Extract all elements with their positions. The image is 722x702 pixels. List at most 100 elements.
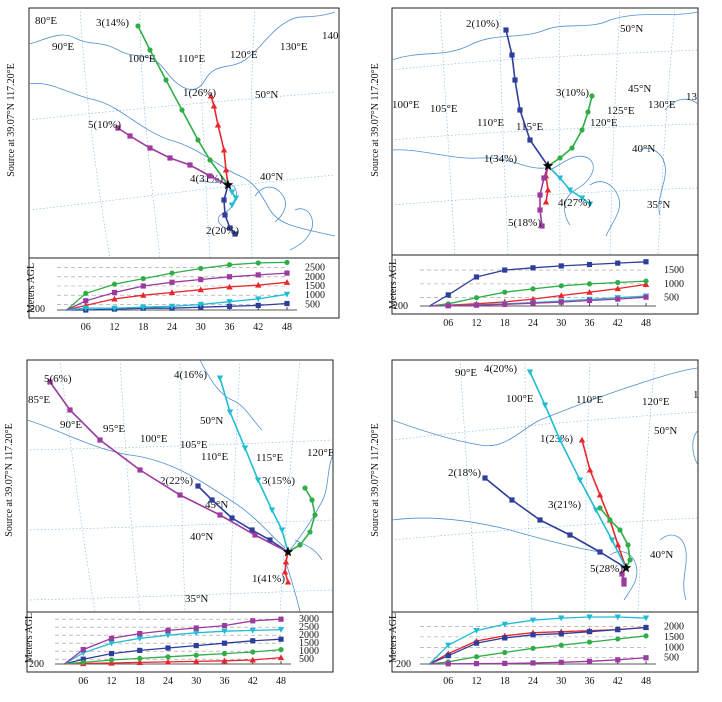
height-marker: [136, 659, 143, 665]
trajectory-marker: [597, 549, 603, 555]
trajectory-marker: [127, 133, 133, 139]
trajectory-marker: [207, 173, 213, 179]
height-marker: [168, 303, 176, 310]
y-axis-label: Meters AGL: [388, 613, 399, 663]
geo-label: 35°N: [647, 199, 670, 211]
trajectory-marker: [539, 223, 545, 229]
geo-label: 100°E: [140, 433, 168, 445]
trajectory-marker: [135, 23, 141, 29]
height-marker: [277, 654, 285, 661]
height-line-4(20%): [428, 616, 647, 665]
height-marker: [221, 623, 228, 629]
height-marker: [193, 630, 200, 636]
x-tick-label: 12: [110, 322, 120, 333]
x-tick-label: 24: [163, 676, 173, 687]
coastline: [549, 155, 594, 226]
height-marker: [530, 660, 536, 666]
trajectory-marker: [67, 407, 73, 413]
x-tick-label: 06: [443, 676, 453, 687]
geo-label: 115°E: [516, 121, 543, 133]
map-frame: [391, 7, 699, 256]
height-marker: [164, 632, 172, 639]
height-marker: [197, 301, 204, 308]
panel-1: 80°E 90°E 100°E 110°E 120°E 130°E 140°E 50°N 40°…: [6, 7, 350, 333]
geo-label: 120°E: [307, 447, 335, 459]
graticule-line: [27, 589, 333, 601]
trajectory-label: 1(41%): [252, 573, 285, 585]
coastline: [254, 186, 286, 223]
height-marker: [501, 621, 508, 628]
height-marker: [643, 655, 649, 661]
y-tick-label: 2000: [664, 621, 684, 632]
x-tick-label: 30: [556, 676, 566, 687]
source-star: [542, 160, 554, 171]
source-star: [620, 562, 632, 573]
x-tick-label: 18: [138, 322, 148, 333]
graticule-line: [657, 8, 676, 255]
x-tick-label: 12: [472, 318, 482, 329]
height-marker: [586, 297, 593, 304]
height-marker: [226, 299, 233, 305]
trajectory-marker: [195, 137, 201, 143]
height-marker: [586, 658, 593, 664]
height-marker: [111, 281, 118, 287]
height-marker: [255, 281, 262, 288]
height-marker: [615, 279, 621, 286]
y-tick-label: 1000: [664, 279, 684, 290]
graticule-line: [59, 360, 96, 612]
y-tick-label: 1500: [305, 281, 325, 292]
coastline: [392, 367, 698, 447]
height-marker: [558, 615, 565, 622]
trajectory-marker: [597, 505, 603, 511]
x-tick-label: 24: [528, 676, 538, 687]
height-marker: [283, 291, 291, 298]
trajectory-marker: [177, 492, 183, 498]
trajectory-marker: [592, 507, 600, 514]
x-tick-label: 18: [135, 676, 145, 687]
height-marker: [586, 261, 593, 268]
height-marker: [164, 658, 172, 665]
y-tick-label: 1500: [299, 638, 319, 649]
height-line-4(16%): [64, 628, 282, 665]
height-marker: [586, 629, 593, 635]
graticule-line: [229, 360, 241, 612]
height-marker: [530, 300, 536, 306]
trajectory-marker: [537, 207, 543, 213]
height-marker: [614, 285, 621, 292]
trajectory-marker: [179, 107, 185, 113]
geo-label: 140°E: [322, 30, 350, 42]
height-marker: [249, 656, 256, 663]
trajectory-marker: [607, 517, 613, 523]
x-tick-label: 12: [107, 676, 117, 687]
height-marker: [558, 299, 564, 305]
height-marker: [502, 301, 508, 307]
height-marker: [530, 286, 536, 292]
height-marker: [226, 274, 233, 280]
x-tick-label: 36: [585, 676, 595, 687]
y-tick-label: 2500: [299, 622, 319, 633]
coastline: [284, 559, 301, 612]
height-marker: [473, 628, 480, 634]
trajectory-marker: [307, 529, 313, 535]
height-marker: [643, 294, 649, 300]
trajectory-marker: [517, 107, 523, 113]
height-marker: [614, 614, 621, 621]
height-marker: [558, 659, 564, 665]
height-marker: [140, 276, 146, 282]
x-tick-label: 18: [500, 318, 510, 329]
y-tick-label: 500: [305, 299, 320, 310]
trajectory-label: 5(6%): [44, 373, 72, 385]
trajectory-marker: [578, 195, 586, 202]
height-marker: [250, 618, 256, 624]
x-tick-label: 24: [528, 318, 538, 329]
coastline: [392, 149, 546, 169]
trajectory-label: 1(26%): [183, 87, 216, 99]
trajectory-marker: [312, 512, 318, 518]
x-tick-label: 36: [220, 676, 230, 687]
trajectory-5(6%): [49, 381, 289, 553]
y-tick-label: 1000: [299, 646, 319, 657]
trajectory-label: 1(34%): [484, 153, 517, 165]
graticule-line: [27, 439, 333, 451]
trajectory-marker: [229, 515, 235, 521]
